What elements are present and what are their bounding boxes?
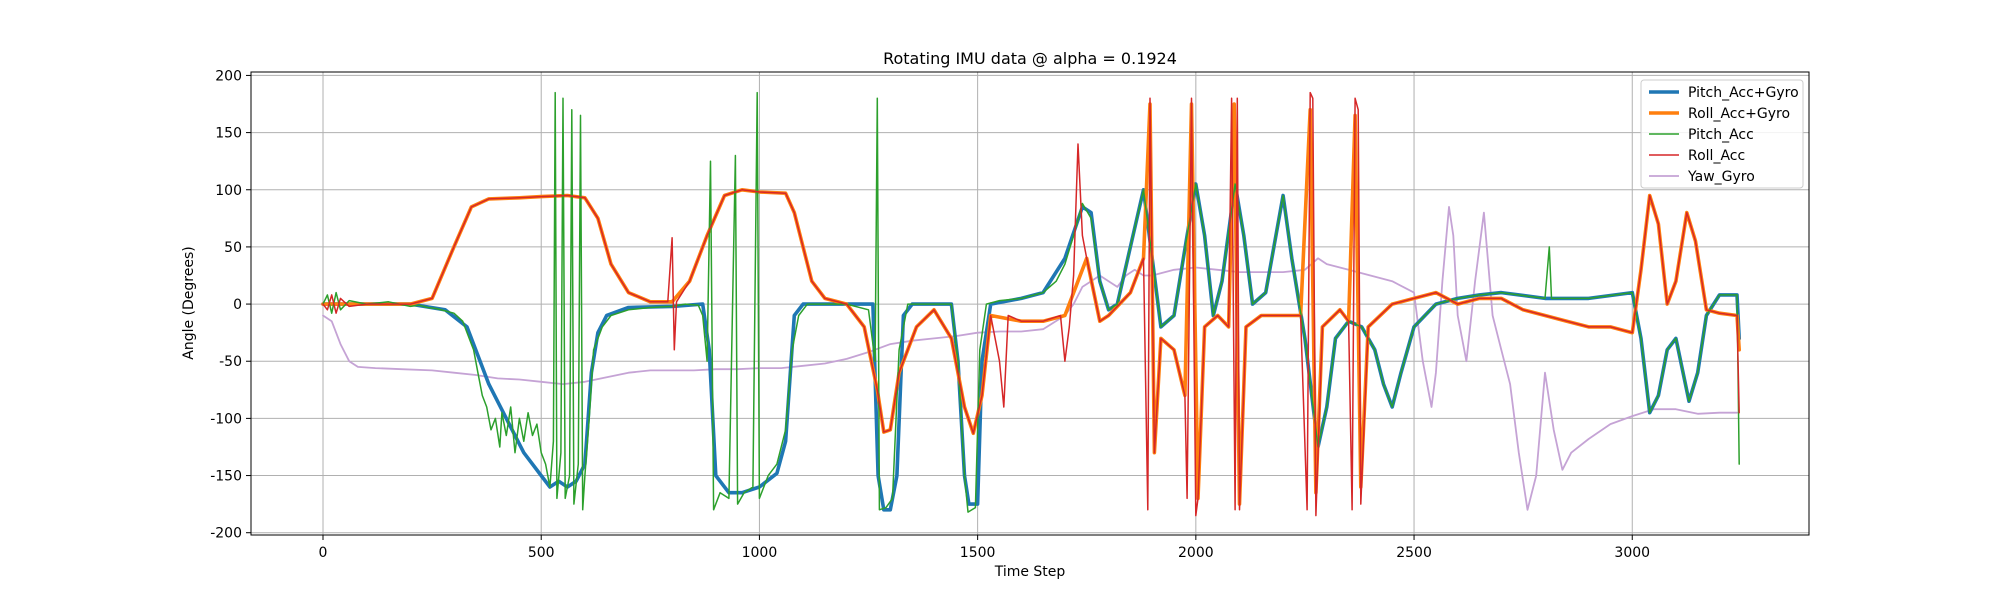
series-line-roll-acc [322,91,1740,517]
x-tick-label: 0 [319,545,328,561]
legend-label: Yaw_Gyro [1687,169,1755,185]
y-tick-label: -150 [210,469,242,485]
x-tick-label: 2000 [1178,545,1214,561]
chart-title: Rotating IMU data @ alpha = 0.1924 [883,49,1177,68]
x-axis: 0 500 1000 1500 2000 2500 3000 [319,535,1650,561]
legend-label: Roll_Acc [1688,148,1745,164]
y-tick-label: 100 [215,183,242,199]
x-tick-label: 1000 [742,545,778,561]
x-tick-label: 3000 [1614,545,1650,561]
series-line-pitch-acc [322,91,1740,513]
legend-label: Pitch_Acc [1688,127,1754,143]
legend-label: Pitch_Acc+Gyro [1688,85,1799,101]
x-axis-label: Time Step [994,564,1066,580]
y-tick-label: -100 [210,411,242,427]
grid [251,72,1809,535]
x-tick-label: 500 [528,545,555,561]
legend-label: Roll_Acc+Gyro [1688,106,1790,122]
plot-frame [250,71,1810,536]
y-tick-label: 0 [233,297,242,313]
y-tick-label: -50 [219,354,242,370]
series-layer [321,91,1741,517]
y-tick-label: -200 [210,526,242,542]
y-tick-label: 50 [224,240,242,256]
y-axis-label: Angle (Degrees) [181,246,197,359]
legend: Pitch_Acc+Gyro Roll_Acc+Gyro Pitch_Acc Roll… [1640,79,1804,189]
y-axis: -200 -150 -100 -50 0 50 100 150 200 [210,68,251,542]
x-tick-label: 2500 [1396,545,1432,561]
x-tick-label: 1500 [960,545,996,561]
series-line-yaw-gyro [322,206,1738,511]
y-tick-label: 200 [215,68,242,84]
legend-box [1640,79,1804,189]
y-tick-label: 150 [215,126,242,142]
